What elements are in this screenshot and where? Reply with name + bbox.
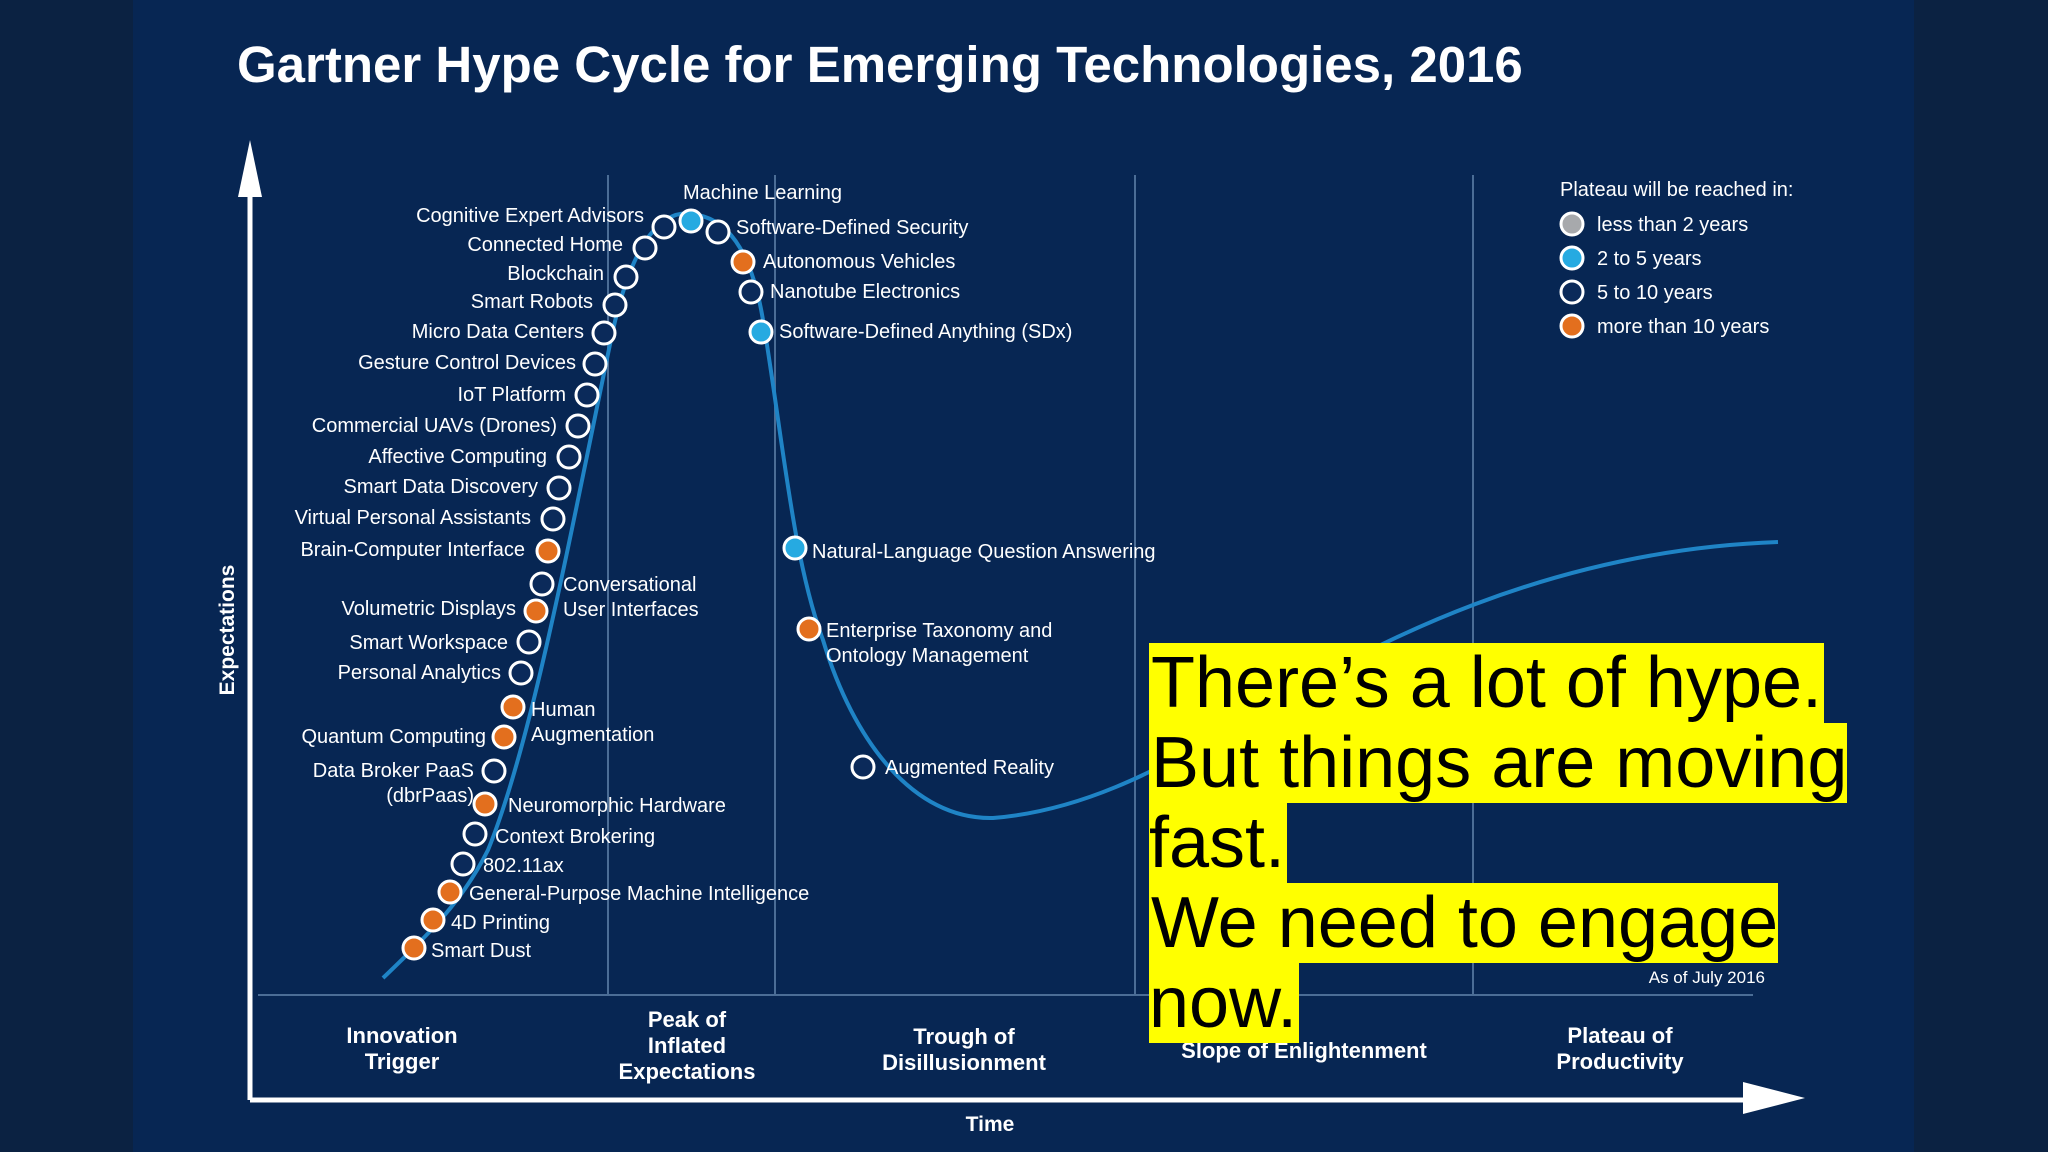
- callout-line-2: But things are moving fast.: [1149, 723, 1848, 883]
- tech-label: Conversational User Interfaces: [563, 574, 699, 621]
- tech-label: Augmented Reality: [885, 757, 1054, 779]
- phase-label: Peak of Inflated Expectations: [619, 1007, 756, 1084]
- tech-label: Nanotube Electronics: [770, 281, 960, 303]
- tech-marker: [574, 382, 600, 408]
- tech-label: IoT Platform: [457, 384, 566, 406]
- tech-label: Human Augmentation: [531, 699, 654, 746]
- legend-title: Plateau will be reached in:: [1560, 179, 1793, 201]
- tech-marker: [481, 758, 507, 784]
- as-of-note: As of July 2016: [1649, 968, 1765, 987]
- chart-title: Gartner Hype Cycle for Emerging Technolo…: [237, 36, 1523, 93]
- tech-label: Context Brokering: [495, 826, 655, 848]
- tech-label: Gesture Control Devices: [358, 352, 576, 374]
- tech-label: Natural-Language Question Answering: [812, 541, 1156, 563]
- tech-label: Brain-Computer Interface: [300, 539, 525, 561]
- legend-marker: [1559, 313, 1585, 339]
- tech-label: Virtual Personal Assistants: [295, 507, 531, 529]
- tech-label: Software-Defined Anything (SDx): [779, 321, 1072, 343]
- legend-label: 5 to 10 years: [1597, 282, 1713, 304]
- hype-cycle-chart: Gartner Hype Cycle for Emerging Technolo…: [216, 36, 1805, 1136]
- tech-label: Quantum Computing: [301, 726, 486, 748]
- legend-label: less than 2 years: [1597, 214, 1748, 236]
- tech-marker: [796, 616, 822, 642]
- tech-marker: [651, 214, 677, 240]
- tech-marker: [632, 235, 658, 261]
- legend-label: 2 to 5 years: [1597, 248, 1702, 270]
- tech-marker: [582, 351, 608, 377]
- tech-marker: [705, 219, 731, 245]
- tech-marker: [508, 660, 534, 686]
- x-axis-label: Time: [966, 1113, 1015, 1136]
- tech-label: Personal Analytics: [338, 662, 501, 684]
- tech-marker: [462, 821, 488, 847]
- tech-label: Smart Robots: [471, 291, 593, 313]
- phase-label: Innovation Trigger: [346, 1023, 457, 1074]
- tech-marker: [535, 538, 561, 564]
- tech-marker: [450, 851, 476, 877]
- legend-marker: [1559, 211, 1585, 237]
- tech-marker: [546, 475, 572, 501]
- tech-label: Autonomous Vehicles: [763, 251, 955, 273]
- tech-label: Software-Defined Security: [736, 217, 968, 239]
- tech-marker: [500, 694, 526, 720]
- callout-line-3: We need to engage now.: [1149, 883, 1779, 1043]
- callout-line-1: There’s a lot of hype.: [1149, 643, 1825, 723]
- tech-label: Volumetric Displays: [341, 598, 516, 620]
- tech-label: Data Broker PaaS (dbrPaas): [313, 760, 474, 807]
- tech-label: Affective Computing: [368, 446, 547, 468]
- tech-marker: [730, 249, 756, 275]
- tech-marker: [678, 208, 704, 234]
- tech-marker: [540, 506, 566, 532]
- tech-marker: [602, 292, 628, 318]
- legend-marker: [1559, 245, 1585, 271]
- tech-marker: [738, 279, 764, 305]
- tech-marker: [556, 444, 582, 470]
- tech-label: Commercial UAVs (Drones): [312, 415, 557, 437]
- tech-marker: [420, 907, 446, 933]
- tech-marker: [491, 724, 517, 750]
- tech-label: Blockchain: [507, 263, 604, 285]
- tech-label: Micro Data Centers: [412, 321, 584, 343]
- slide: Gartner Hype Cycle for Emerging Technolo…: [133, 0, 1914, 1152]
- tech-label: 802.11ax: [483, 855, 564, 877]
- phase-label: Plateau of Productivity: [1556, 1023, 1684, 1074]
- tech-marker: [613, 264, 639, 290]
- tech-marker: [437, 879, 463, 905]
- tech-label: Enterprise Taxonomy and Ontology Manageme…: [826, 620, 1052, 667]
- tech-marker: [591, 320, 617, 346]
- callout-box: There’s a lot of hype. But things are mo…: [1149, 643, 1914, 1043]
- tech-marker: [401, 935, 427, 961]
- legend-marker: [1559, 279, 1585, 305]
- legend-label: more than 10 years: [1597, 316, 1769, 338]
- tech-label: Smart Dust: [431, 940, 531, 962]
- tech-marker: [516, 629, 542, 655]
- tech-marker: [565, 413, 591, 439]
- tech-marker: [472, 791, 498, 817]
- tech-marker: [529, 571, 555, 597]
- tech-marker: [782, 535, 808, 561]
- tech-label: Machine Learning: [683, 182, 842, 204]
- tech-label: Cognitive Expert Advisors: [416, 205, 644, 227]
- tech-label: Neuromorphic Hardware: [508, 795, 726, 817]
- tech-label: Smart Data Discovery: [344, 476, 539, 498]
- tech-marker: [850, 754, 876, 780]
- tech-marker: [523, 598, 549, 624]
- y-axis-arrow: [238, 140, 262, 197]
- tech-label: 4D Printing: [451, 912, 550, 934]
- phase-label: Trough of Disillusionment: [882, 1024, 1046, 1075]
- tech-marker: [748, 319, 774, 345]
- y-axis-label: Expectations: [216, 565, 239, 696]
- tech-label: General-Purpose Machine Intelligence: [469, 883, 809, 905]
- tech-label: Connected Home: [467, 234, 623, 256]
- x-axis-arrow: [1743, 1082, 1805, 1114]
- tech-label: Smart Workspace: [349, 632, 508, 654]
